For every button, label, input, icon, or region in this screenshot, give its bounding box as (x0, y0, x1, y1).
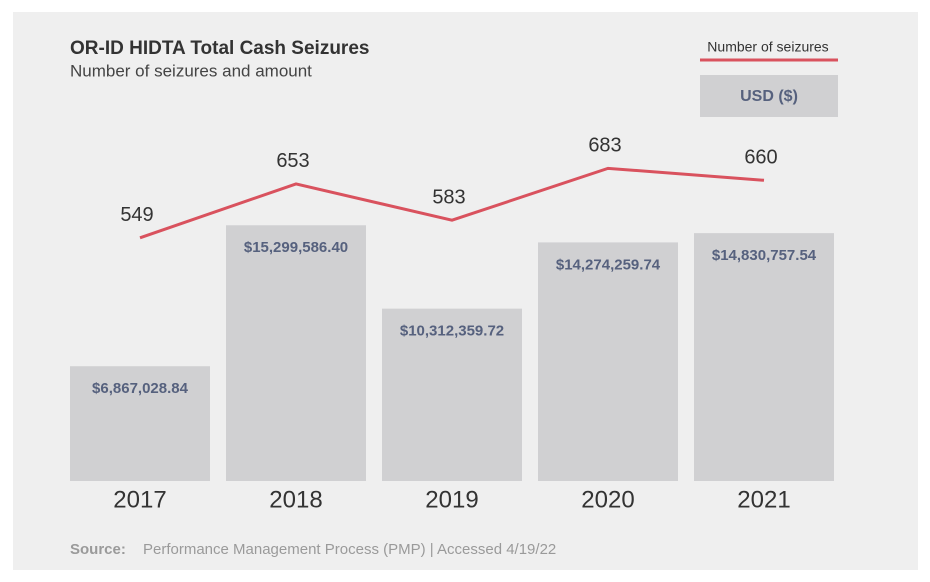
line-value-label: 683 (588, 135, 621, 157)
legend-swatch (700, 75, 838, 117)
line (139, 166, 765, 240)
x-tick-label: 2017 (113, 486, 166, 513)
source-label: Source: (70, 541, 126, 558)
legend-label: Number of seizures (707, 39, 828, 55)
bar (382, 308, 522, 481)
bar-value-label: $14,830,757.54 (712, 247, 817, 264)
bar (538, 242, 678, 481)
line-value-label: 660 (744, 147, 777, 169)
bar-value-label: $6,867,028.84 (92, 380, 189, 397)
line-value-label: 583 (432, 186, 465, 208)
chart-title: OR-ID HIDTA Total Cash Seizures (70, 38, 369, 59)
line-value-label: 653 (276, 150, 309, 172)
bar-value-label: $10,312,359.72 (400, 323, 504, 340)
x-tick-label: 2019 (425, 486, 478, 513)
bar (694, 233, 834, 481)
bar (226, 225, 366, 481)
x-tick-label: 2021 (737, 486, 790, 513)
x-tick-label: 2018 (269, 486, 322, 513)
chart-subtitle: Number of seizures and amount (70, 61, 312, 80)
line-value-label: 549 (120, 204, 153, 226)
x-tick-label: 2020 (581, 486, 634, 513)
bar-value-label: $14,274,259.74 (556, 256, 661, 273)
bar (70, 366, 210, 481)
bar-value-label: $15,299,586.40 (244, 239, 348, 256)
legend-label: USD ($) (740, 88, 798, 105)
source: Performance Management Process (PMP) | A… (143, 541, 556, 558)
